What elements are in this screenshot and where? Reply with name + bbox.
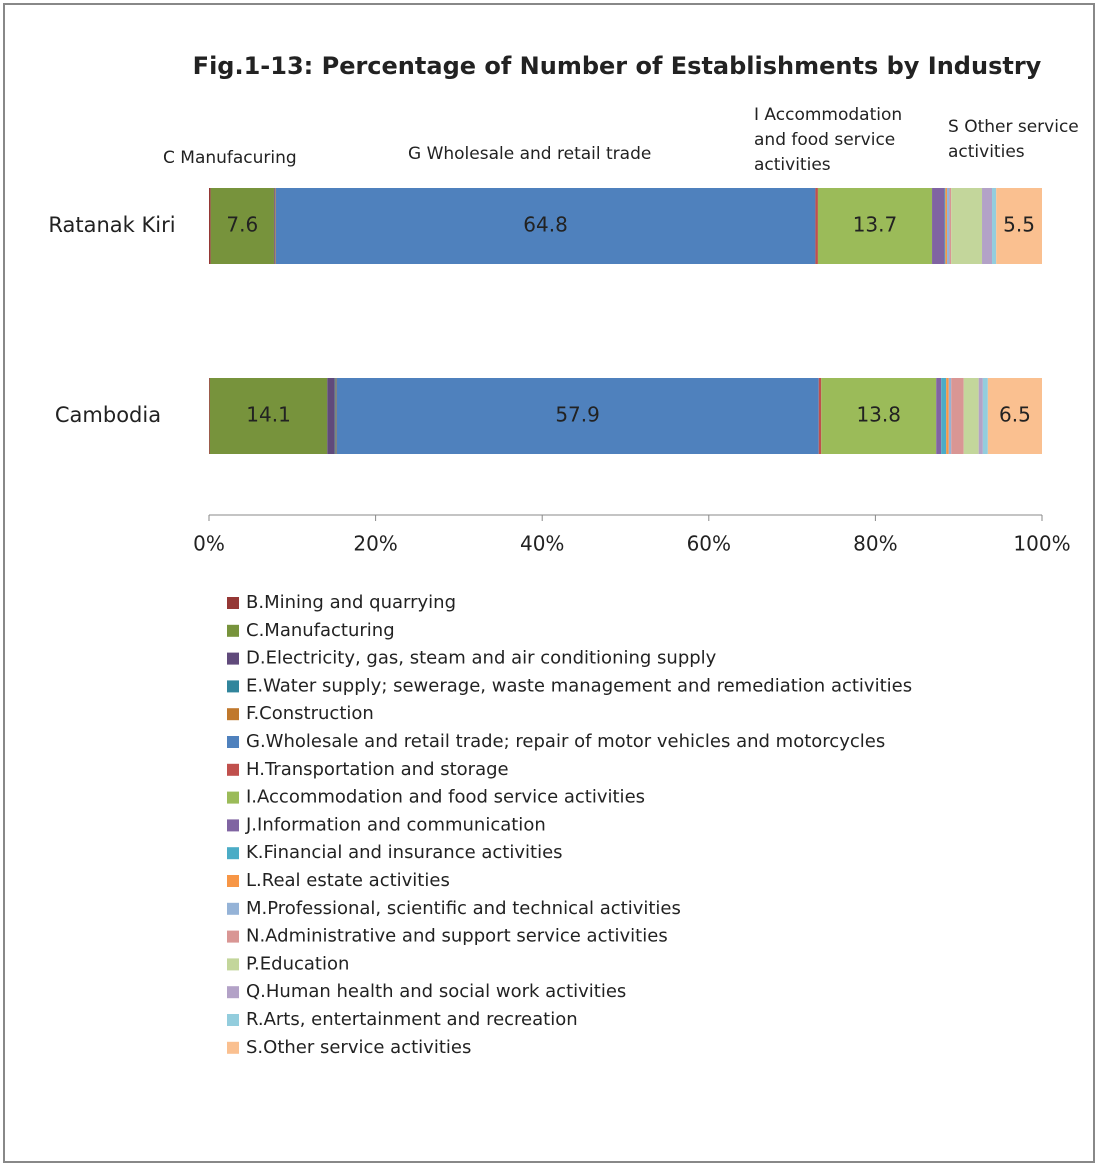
legend-swatch — [227, 652, 239, 665]
data-label: 13.8 — [856, 403, 901, 427]
data-label: 7.6 — [226, 213, 258, 237]
legend-swatch — [227, 736, 239, 748]
bar-segment — [327, 378, 335, 454]
bar-segment — [821, 378, 937, 454]
data-label: 5.5 — [1003, 213, 1035, 237]
bar-segment — [941, 378, 947, 454]
bar-segment — [944, 188, 946, 264]
bar-segment — [818, 378, 822, 454]
legend-label: L.Real estate activities — [246, 870, 450, 891]
legend-label: H.Transportation and storage — [246, 759, 509, 780]
bar-segment — [210, 188, 274, 264]
annotation: activities — [948, 142, 1025, 162]
legend-swatch — [227, 1041, 239, 1054]
x-tick-label: 20% — [353, 532, 397, 556]
legend-label: I.Accommodation and food service activit… — [246, 787, 645, 808]
annotation: C Manufacuring — [163, 148, 297, 168]
legend-label: G.Wholesale and retail trade; repair of … — [246, 731, 885, 752]
x-tick-label: 100% — [1013, 532, 1070, 556]
legend-swatch — [227, 875, 239, 887]
annotation: and food service — [754, 130, 895, 150]
bar-segment — [334, 378, 336, 454]
bar-segment — [274, 188, 276, 264]
legend-swatch — [227, 902, 239, 915]
annotation: S Other service — [948, 117, 1079, 137]
x-tick-label: 60% — [687, 532, 731, 556]
bar-segment — [947, 188, 950, 264]
legend-label: P.Education — [246, 953, 349, 974]
legend-label: B.Mining and quarrying — [246, 592, 456, 613]
legend-swatch — [227, 708, 239, 721]
legend-label: E.Water supply; sewerage, waste manageme… — [246, 675, 912, 696]
bar-segment — [951, 188, 983, 264]
legend-label: S.Other service activities — [246, 1037, 471, 1058]
legend-swatch — [227, 986, 239, 999]
bar-segment — [335, 378, 337, 454]
legend-label: J.Information and communication — [245, 814, 546, 835]
bar-segment — [982, 378, 988, 454]
data-label: 64.8 — [523, 213, 568, 237]
data-label: 14.1 — [246, 403, 291, 427]
legend-swatch — [227, 819, 239, 832]
bar-segment — [336, 378, 819, 454]
bar-segment — [949, 188, 952, 264]
bar-segment — [209, 188, 211, 264]
bar-segment — [209, 378, 328, 454]
frame — [3, 3, 1095, 1163]
bar-segment — [951, 378, 964, 454]
bar-segment — [946, 378, 949, 454]
legend-swatch — [227, 930, 239, 943]
bar-segment — [982, 188, 993, 264]
bar-segment — [273, 188, 275, 264]
legend-label: C.Manufacturing — [246, 620, 395, 641]
x-tick-label: 40% — [520, 532, 564, 556]
legend-label: M.Professional, scientific and technical… — [246, 898, 681, 919]
legend-label: R.Arts, entertainment and recreation — [246, 1009, 578, 1030]
annotation: G Wholesale and retail trade — [408, 144, 651, 164]
bar-segment — [996, 188, 1042, 264]
bar-segment — [209, 378, 210, 454]
chart-title: Fig.1-13: Percentage of Number of Establ… — [193, 52, 1042, 80]
data-label: 6.5 — [999, 403, 1031, 427]
bar-segment — [948, 378, 952, 454]
legend-swatch — [227, 680, 239, 693]
annotation: activities — [754, 155, 831, 175]
legend-swatch — [227, 624, 239, 637]
x-tick-label: 80% — [853, 532, 897, 556]
legend-swatch — [227, 847, 239, 860]
data-label: 57.9 — [555, 403, 600, 427]
category-label: Cambodia — [55, 403, 161, 427]
bar-segment — [963, 378, 979, 454]
bar-segment — [932, 188, 945, 264]
data-label: 13.7 — [853, 213, 898, 237]
legend-swatch — [227, 1014, 239, 1026]
legend-label: D.Electricity, gas, steam and air condit… — [246, 648, 717, 669]
legend-swatch — [227, 597, 239, 609]
bar-segment — [936, 378, 942, 454]
annotation: I Accommodation — [754, 105, 902, 125]
legend-swatch — [227, 958, 239, 971]
legend-swatch — [227, 791, 239, 804]
category-label: Ratanak Kiri — [48, 213, 175, 237]
bar-segment — [815, 188, 818, 264]
legend-label: Q.Human health and social work activitie… — [246, 981, 626, 1002]
bar-segment — [817, 188, 933, 264]
legend-label: F.Construction — [246, 703, 374, 724]
bar-segment — [978, 378, 983, 454]
bar-segment — [945, 188, 948, 264]
bar-segment — [275, 188, 816, 264]
legend-label: K.Financial and insurance activities — [246, 842, 563, 863]
x-tick-label: 0% — [193, 532, 225, 556]
bar-segment — [987, 378, 1042, 454]
legend-label: N.Administrative and support service act… — [246, 926, 668, 947]
bar-segment — [992, 188, 997, 264]
legend-swatch — [227, 763, 239, 776]
